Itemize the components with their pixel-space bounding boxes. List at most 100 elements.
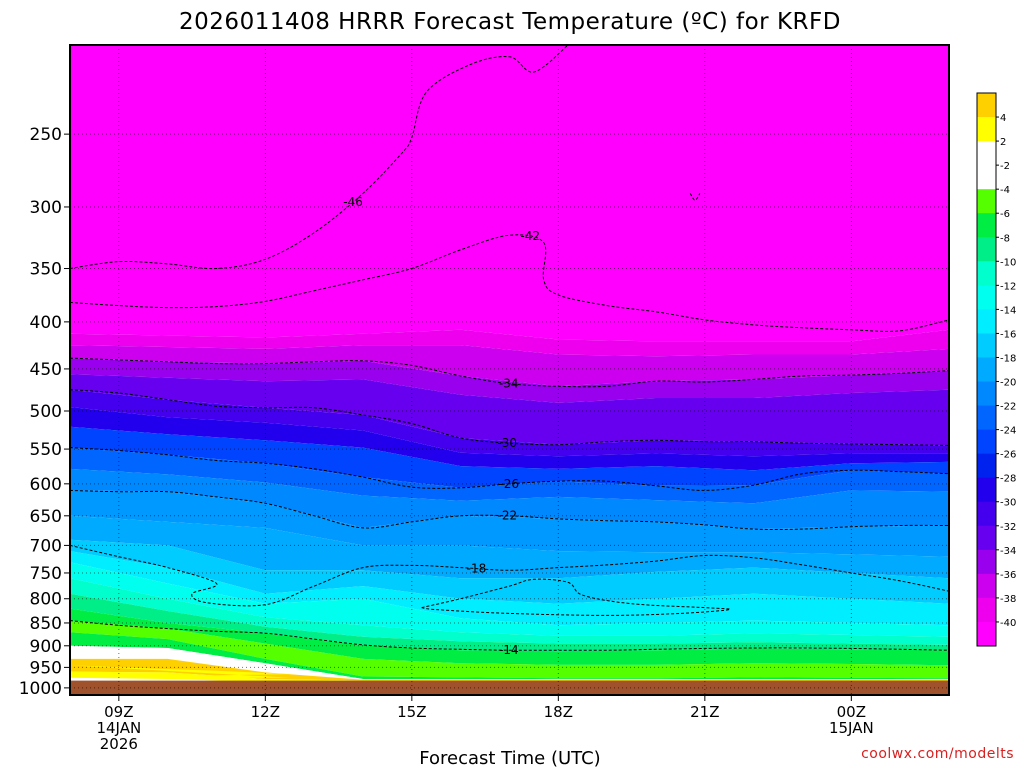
colorbar-label: -26 bbox=[1000, 450, 1016, 461]
colorbar-label: -38 bbox=[1000, 594, 1016, 605]
colorbar-label: -2 bbox=[1000, 161, 1010, 172]
ground-surface bbox=[70, 680, 949, 695]
isotherm-label: -22 bbox=[498, 509, 518, 523]
temperature-band bbox=[70, 345, 949, 387]
y-tick-label: 950 bbox=[30, 658, 62, 678]
colorbar-label: -34 bbox=[1000, 546, 1016, 557]
temperature-band bbox=[70, 329, 949, 357]
colorbar-swatch bbox=[977, 405, 996, 431]
x-tick-label: 00Z bbox=[837, 703, 866, 721]
colorbar-label: -4 bbox=[1000, 185, 1010, 196]
x-tick-label: 15Z bbox=[397, 703, 426, 721]
warm-surface-band bbox=[70, 665, 290, 678]
x-tick-label: 18Z bbox=[544, 703, 573, 721]
isotherm-label-text: -18 bbox=[467, 562, 487, 576]
y-tick-label: 750 bbox=[30, 564, 62, 584]
y-tick-label: 850 bbox=[30, 614, 62, 634]
isotherm-label-text: -26 bbox=[499, 477, 519, 491]
colorbar-swatch bbox=[977, 189, 996, 214]
y-tick-label: 700 bbox=[30, 536, 62, 556]
temperature-band bbox=[70, 539, 949, 604]
temperature-band bbox=[70, 468, 949, 530]
colorbar-swatch bbox=[977, 117, 996, 142]
temperature-band bbox=[70, 389, 949, 457]
y-tick-label: 600 bbox=[30, 475, 62, 495]
y-tick-label: 450 bbox=[30, 360, 62, 380]
colorbar-label: -10 bbox=[1000, 257, 1016, 268]
isotherm-label: -30 bbox=[497, 436, 517, 450]
temperature-band bbox=[70, 374, 949, 446]
temperature-band bbox=[70, 645, 949, 680]
isotherm-label: -42 bbox=[520, 229, 540, 243]
y-tick-label: 650 bbox=[30, 507, 62, 527]
isotherm-label: -34 bbox=[499, 377, 519, 391]
isotherm-label-text: -34 bbox=[499, 377, 519, 391]
colorbar-swatch bbox=[977, 261, 996, 286]
isotherm-line bbox=[70, 489, 949, 531]
temperature-band bbox=[70, 490, 949, 557]
isotherm-label: -18 bbox=[467, 562, 487, 576]
y-tick-label: 500 bbox=[30, 402, 62, 422]
temperature-band bbox=[70, 593, 949, 652]
temperature-band bbox=[70, 551, 949, 626]
colorbar-label: -6 bbox=[1000, 209, 1010, 220]
colorbar-frame bbox=[976, 92, 997, 647]
isotherm-line bbox=[70, 357, 949, 388]
temperature-band bbox=[70, 45, 949, 342]
temperature-band bbox=[70, 358, 949, 403]
isotherm-line bbox=[689, 193, 701, 201]
colorbar: 4 2 -2 -4 -6 -8 -10 -12 -14 -16 -18 -20 -22 -24 -26 -28… bbox=[976, 92, 1016, 647]
y-tick-label: 350 bbox=[30, 260, 62, 280]
temperature-band bbox=[70, 608, 949, 666]
y-tick-label: 550 bbox=[30, 440, 62, 460]
x-tick-label: 14JAN bbox=[96, 719, 141, 737]
colorbar-swatch bbox=[977, 573, 996, 599]
chart-title: 2026011408 HRRR Forecast Temperature (ºC… bbox=[179, 9, 841, 35]
isotherm-line bbox=[70, 447, 949, 491]
colorbar-label: -18 bbox=[1000, 353, 1016, 364]
isotherm-label-text: -42 bbox=[520, 229, 540, 243]
isotherm-line bbox=[70, 544, 949, 607]
temperature-band bbox=[70, 426, 949, 488]
x-axis-title: Forecast Time (UTC) bbox=[419, 748, 600, 768]
colorbar-swatch bbox=[977, 429, 996, 455]
colorbar-label: -28 bbox=[1000, 474, 1016, 485]
isotherm-label: -14 bbox=[499, 643, 519, 657]
temperature-band bbox=[70, 620, 949, 679]
x-tick-label: 21Z bbox=[690, 703, 719, 721]
colorbar-swatch bbox=[977, 597, 996, 623]
colorbar-label: -30 bbox=[1000, 498, 1016, 509]
colorbar-swatch bbox=[977, 165, 996, 190]
temperature-band bbox=[70, 632, 949, 679]
isotherm-line bbox=[421, 578, 731, 616]
isotherm-label-text: -30 bbox=[497, 436, 517, 450]
temperature-band bbox=[70, 407, 949, 471]
colorbar-swatch bbox=[977, 141, 996, 166]
y-tick-label: 800 bbox=[30, 590, 62, 610]
colorbar-label: -14 bbox=[1000, 305, 1016, 316]
credit-text: coolwx.com/modelts bbox=[861, 746, 1014, 762]
colorbar-swatch bbox=[977, 549, 996, 575]
isotherm-label-text: -14 bbox=[499, 643, 519, 657]
y-tick-label: 400 bbox=[30, 313, 62, 333]
colorbar-swatch bbox=[977, 93, 996, 118]
colorbar-swatch bbox=[977, 357, 996, 383]
colorbar-swatch bbox=[977, 501, 996, 527]
colorbar-label: -24 bbox=[1000, 426, 1016, 437]
colorbar-swatch bbox=[977, 285, 996, 310]
isotherm-contours: -46 -42 -34 -30 -26 -22 -18 -14 bbox=[70, 45, 949, 657]
colorbar-swatch bbox=[977, 621, 996, 647]
colorbar-label: -20 bbox=[1000, 378, 1016, 389]
colorbar-swatch bbox=[977, 333, 996, 358]
colorbar-swatch bbox=[977, 237, 996, 262]
colorbar-label: -12 bbox=[1000, 281, 1016, 292]
colorbar-swatch bbox=[977, 213, 996, 238]
isotherm-line bbox=[70, 45, 569, 270]
temperature-band bbox=[70, 515, 949, 579]
isotherm-line bbox=[70, 389, 949, 446]
x-tick-label: 09Z bbox=[104, 703, 133, 721]
colorbar-label: -16 bbox=[1000, 329, 1016, 340]
isotherm-line bbox=[70, 234, 949, 332]
y-tick-label: 250 bbox=[30, 125, 62, 145]
